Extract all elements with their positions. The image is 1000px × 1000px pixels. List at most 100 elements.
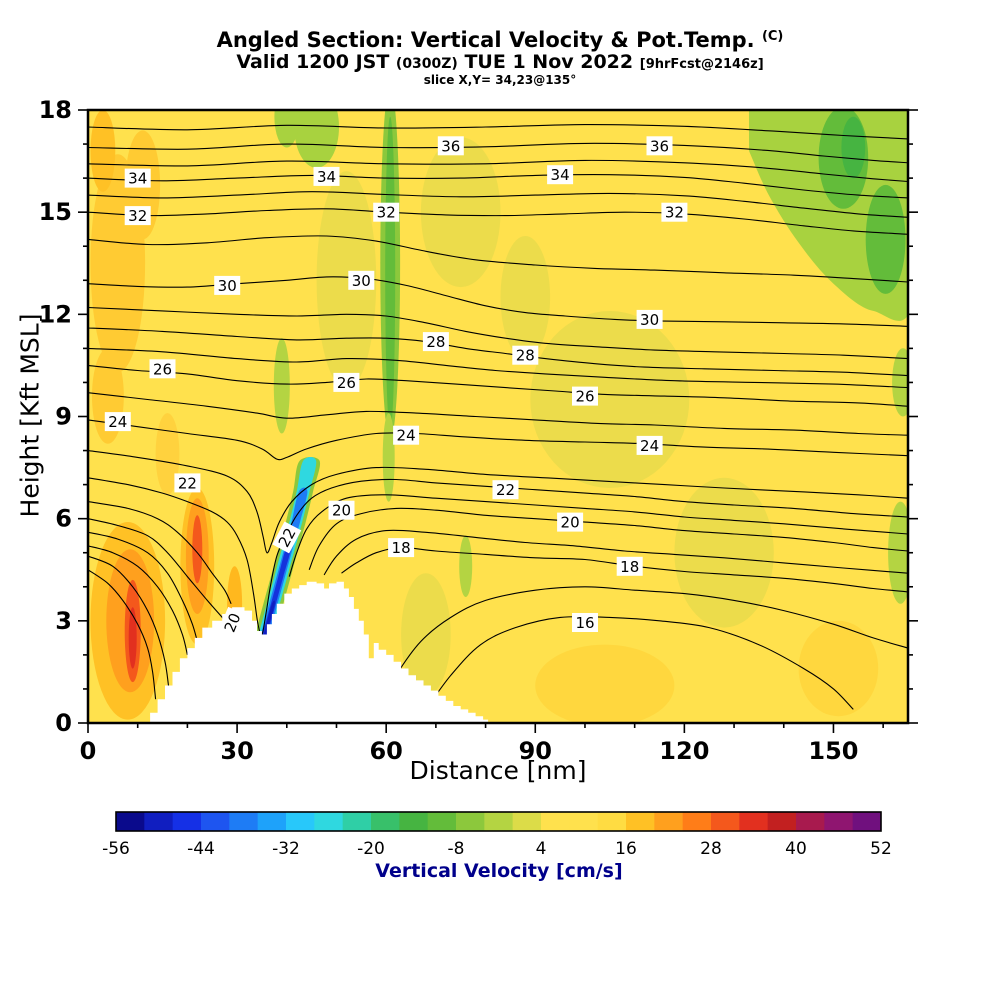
green-edge xyxy=(892,348,908,417)
contour-label-group: 20 xyxy=(557,512,584,532)
colorbar-tick-label: -8 xyxy=(448,839,465,859)
colorbar-segment xyxy=(144,812,174,831)
x-tick-label: 60 xyxy=(369,737,402,765)
contour-label-box xyxy=(422,332,449,352)
colorbar-title: Vertical Velocity [cm/s] xyxy=(375,860,623,882)
contour-label: 28 xyxy=(516,347,535,365)
contour-label-box xyxy=(636,435,663,455)
valid-date: TUE 1 Nov 2022 xyxy=(464,51,634,74)
contour-label-box xyxy=(333,372,360,392)
contour-label-group: 28 xyxy=(512,345,539,365)
contour-label-box xyxy=(149,359,176,379)
contour-label: 34 xyxy=(551,166,570,184)
contour-line-29 xyxy=(88,306,908,360)
contour-label: 34 xyxy=(128,170,147,188)
green-spot xyxy=(459,535,473,597)
colorbar-segment xyxy=(371,812,400,831)
chart-title-text: Angled Section: Vertical Velocity & Pot.… xyxy=(216,28,755,52)
y-tick-label: 15 xyxy=(39,198,72,226)
colorbar-segment xyxy=(257,812,287,831)
contour-label-group: 26 xyxy=(333,372,360,392)
contour-label: 20 xyxy=(332,502,351,520)
valid-time-line: Valid 1200 JST (0300Z) TUE 1 Nov 2022 [9… xyxy=(0,51,1000,74)
colorbar-frame xyxy=(115,811,882,832)
contour-label-group: 34 xyxy=(313,166,340,186)
y-tick-label: 0 xyxy=(55,709,72,737)
contour-label: 30 xyxy=(218,277,237,295)
contour-label: 28 xyxy=(426,333,445,351)
khaki-patch xyxy=(316,171,377,390)
contour-label-box xyxy=(437,136,464,156)
y-tick-label: 3 xyxy=(55,607,72,635)
contour-line-33 xyxy=(88,191,908,218)
contour-label-box xyxy=(547,165,574,185)
colorbar-tick-label: 4 xyxy=(536,839,547,859)
contour-label: 24 xyxy=(397,427,416,445)
contour-label-group: 16 xyxy=(572,613,598,632)
contour-label-group: 28 xyxy=(422,332,449,352)
contour-line-25 xyxy=(88,392,908,436)
contour-label-group: 26 xyxy=(572,386,598,406)
contour-label: 26 xyxy=(575,388,594,406)
contour-line-18 xyxy=(88,545,188,656)
colorbar-segment xyxy=(569,812,599,831)
contour-label-group: 24 xyxy=(636,435,663,455)
x-tick-label: 150 xyxy=(808,737,858,765)
contour-label-box xyxy=(646,136,673,156)
green-spot xyxy=(273,338,290,434)
contour-label-box xyxy=(572,386,598,406)
contour-label: 22 xyxy=(496,481,515,499)
contour-line-19 xyxy=(323,529,908,576)
contour-label: 24 xyxy=(108,413,127,431)
contour-label-box xyxy=(661,202,688,222)
colorbar-tick-label: 16 xyxy=(615,839,637,859)
colorbar-segment xyxy=(711,812,740,831)
contour-label: 32 xyxy=(665,204,684,222)
contour-label-box xyxy=(557,512,584,532)
contour-label-group: 32 xyxy=(124,206,151,226)
colorbar-tick-label: 28 xyxy=(700,839,722,859)
colorbar-segment xyxy=(626,812,655,831)
contour-label-group: 30 xyxy=(348,270,375,290)
colorbar-segment xyxy=(682,812,712,831)
contour-label-group: 18 xyxy=(388,538,415,558)
updraft-left-core2 xyxy=(128,607,137,669)
contour-label-group: 34 xyxy=(547,165,574,185)
contour-label: 18 xyxy=(620,558,639,576)
valid-time-z: (0300Z) xyxy=(395,56,458,73)
chart-title-unit: (C) xyxy=(761,29,784,44)
contour-label-group: 20 xyxy=(328,500,355,520)
contour-label: 26 xyxy=(153,360,172,378)
x-tick-label: 30 xyxy=(220,737,253,765)
contour-label-group: 22 xyxy=(174,473,201,493)
orange-faint xyxy=(535,644,675,723)
colorbar-segment xyxy=(541,812,570,831)
contour-label-group: 24 xyxy=(393,425,420,445)
contour-label-group: 36 xyxy=(646,136,673,156)
colorbar-segment xyxy=(597,812,627,831)
contour-label-box xyxy=(218,606,246,639)
orange-upperleft xyxy=(90,110,116,192)
contour-line-17 xyxy=(375,586,908,714)
colorbar: -56 -44 -32 -20 -8 4 16 28 40 52 xyxy=(102,811,892,859)
khaki-patch xyxy=(420,137,501,288)
contour-line-31 xyxy=(88,235,908,283)
colorbar-tick-label: -56 xyxy=(102,839,130,859)
green-top xyxy=(294,110,339,168)
contour-line-16 xyxy=(425,615,854,710)
pot-temp-contours xyxy=(88,124,908,714)
contour-label-box xyxy=(373,202,400,222)
contour-line-28 xyxy=(88,327,908,377)
contour-label-box xyxy=(174,473,201,493)
colorbar-segment xyxy=(399,812,429,831)
orange-faint xyxy=(155,413,180,495)
khaki-patch xyxy=(530,311,690,488)
colorbar-tick-label: -20 xyxy=(357,839,385,859)
contour-label-group: 30 xyxy=(636,309,663,329)
colorbar-segment xyxy=(229,812,259,831)
slice-info: slice X,Y= 34,23@135° xyxy=(423,72,577,87)
chart-title: Angled Section: Vertical Velocity & Pot.… xyxy=(0,28,1000,52)
contour-label-group: 22 xyxy=(492,480,519,500)
contour-line-18 xyxy=(341,547,908,593)
